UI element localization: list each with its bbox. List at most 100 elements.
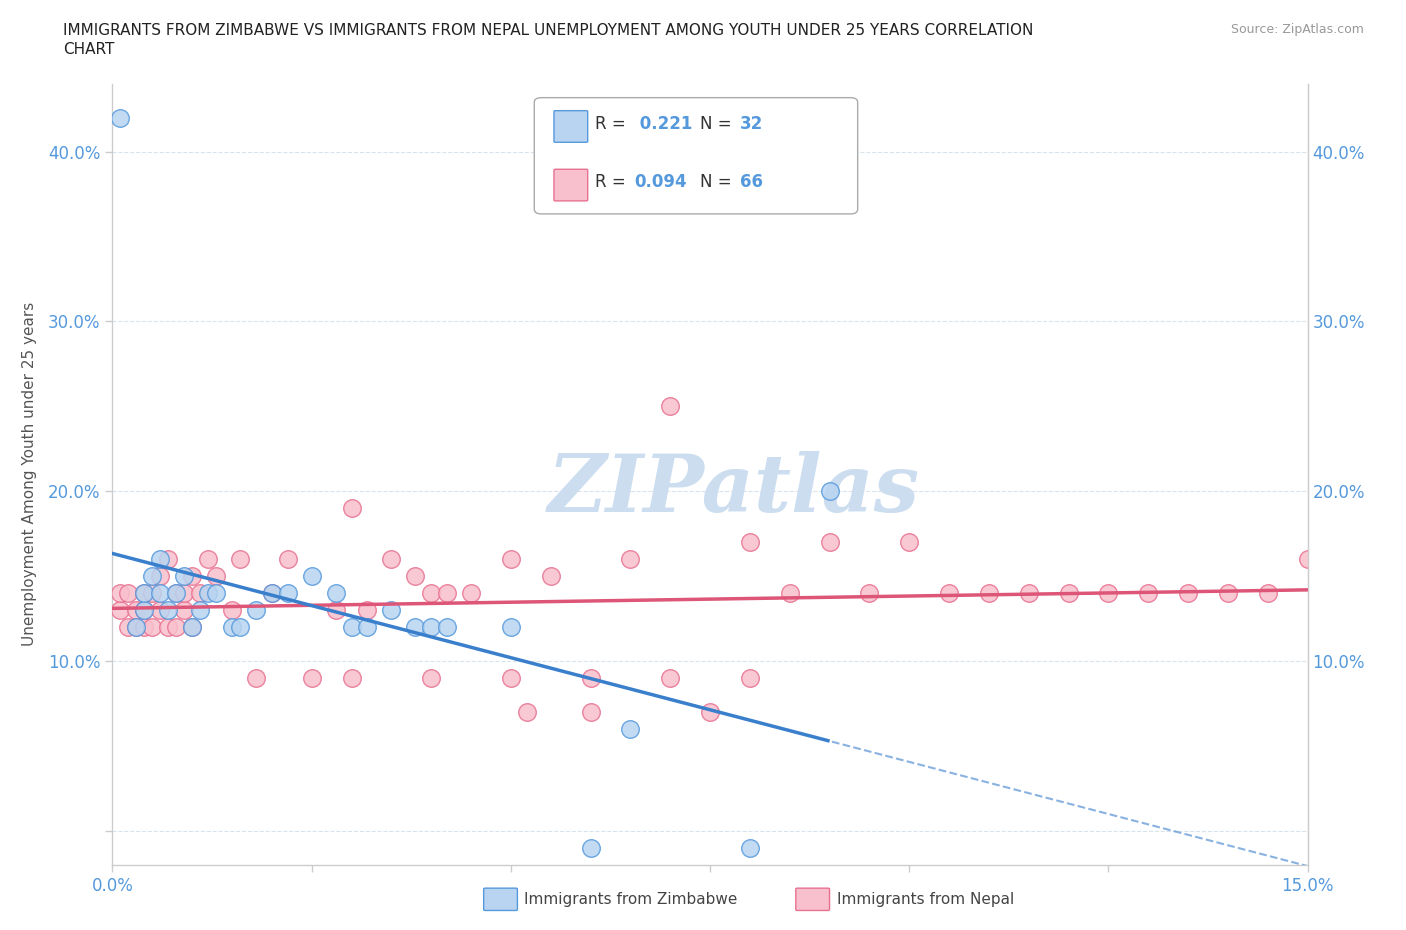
Point: [301, 569, 323, 584]
Point: [181, 569, 204, 584]
Point: [277, 551, 299, 566]
Point: [157, 603, 180, 618]
Point: [1216, 586, 1239, 601]
Point: [818, 535, 841, 550]
Point: [356, 619, 378, 634]
Point: [1177, 586, 1199, 601]
Point: [149, 586, 172, 601]
Point: [205, 586, 228, 601]
Text: 0.094: 0.094: [634, 173, 686, 191]
Point: [165, 586, 187, 601]
Text: 32: 32: [740, 114, 763, 132]
Point: [157, 551, 180, 566]
Point: [197, 551, 219, 566]
Point: [540, 569, 562, 584]
Point: [149, 551, 172, 566]
Point: [245, 671, 267, 685]
Point: [738, 671, 761, 685]
Point: [221, 619, 243, 634]
Text: ZIPatlas: ZIPatlas: [548, 451, 920, 528]
Point: [659, 399, 682, 414]
Point: [165, 586, 187, 601]
Point: [340, 671, 363, 685]
Point: [404, 569, 426, 584]
Point: [181, 619, 204, 634]
Text: 0.221: 0.221: [634, 114, 693, 132]
Text: R =: R =: [595, 114, 631, 132]
Point: [229, 619, 252, 634]
Y-axis label: Unemployment Among Youth under 25 years: Unemployment Among Youth under 25 years: [22, 302, 37, 646]
Point: [134, 603, 156, 618]
Point: [436, 586, 458, 601]
Point: [579, 841, 602, 856]
Point: [779, 586, 801, 601]
Point: [260, 586, 283, 601]
Point: [516, 705, 538, 720]
Point: [141, 586, 163, 601]
Point: [188, 603, 211, 618]
Text: IMMIGRANTS FROM ZIMBABWE VS IMMIGRANTS FROM NEPAL UNEMPLOYMENT AMONG YOUTH UNDER: IMMIGRANTS FROM ZIMBABWE VS IMMIGRANTS F…: [63, 23, 1033, 38]
Point: [499, 619, 522, 634]
Point: [141, 569, 163, 584]
Point: [404, 619, 426, 634]
Point: [499, 551, 522, 566]
Point: [301, 671, 323, 685]
Point: [738, 841, 761, 856]
Point: [1097, 586, 1119, 601]
Text: Source: ZipAtlas.com: Source: ZipAtlas.com: [1230, 23, 1364, 36]
Point: [325, 603, 347, 618]
Point: [1257, 586, 1279, 601]
Text: Immigrants from Nepal: Immigrants from Nepal: [837, 892, 1014, 907]
Point: [134, 603, 156, 618]
Point: [125, 619, 148, 634]
Point: [659, 671, 682, 685]
Text: N =: N =: [700, 173, 737, 191]
Point: [738, 535, 761, 550]
Point: [229, 551, 252, 566]
Point: [110, 586, 132, 601]
Point: [117, 619, 139, 634]
Point: [579, 671, 602, 685]
Point: [499, 671, 522, 685]
Point: [356, 603, 378, 618]
Point: [619, 551, 641, 566]
Point: [181, 619, 204, 634]
Point: [245, 603, 267, 618]
Point: [977, 586, 1000, 601]
Point: [938, 586, 960, 601]
Point: [221, 603, 243, 618]
Point: [110, 111, 132, 126]
Text: CHART: CHART: [63, 42, 115, 57]
Point: [340, 619, 363, 634]
Point: [1296, 551, 1319, 566]
Point: [197, 586, 219, 601]
Point: [157, 619, 180, 634]
Point: [149, 603, 172, 618]
Point: [380, 551, 402, 566]
Point: [460, 586, 482, 601]
Point: [277, 586, 299, 601]
Point: [125, 619, 148, 634]
Point: [1057, 586, 1080, 601]
Point: [117, 586, 139, 601]
Point: [699, 705, 721, 720]
Point: [579, 705, 602, 720]
Point: [619, 722, 641, 737]
Text: R =: R =: [595, 173, 631, 191]
Point: [420, 586, 443, 601]
Point: [110, 603, 132, 618]
Point: [134, 586, 156, 601]
Point: [173, 586, 195, 601]
Point: [173, 569, 195, 584]
Point: [420, 671, 443, 685]
Point: [260, 586, 283, 601]
Point: [125, 603, 148, 618]
Point: [858, 586, 880, 601]
Text: N =: N =: [700, 114, 737, 132]
Point: [380, 603, 402, 618]
Point: [420, 619, 443, 634]
Point: [818, 484, 841, 498]
Point: [134, 619, 156, 634]
Point: [165, 619, 187, 634]
Point: [1137, 586, 1160, 601]
